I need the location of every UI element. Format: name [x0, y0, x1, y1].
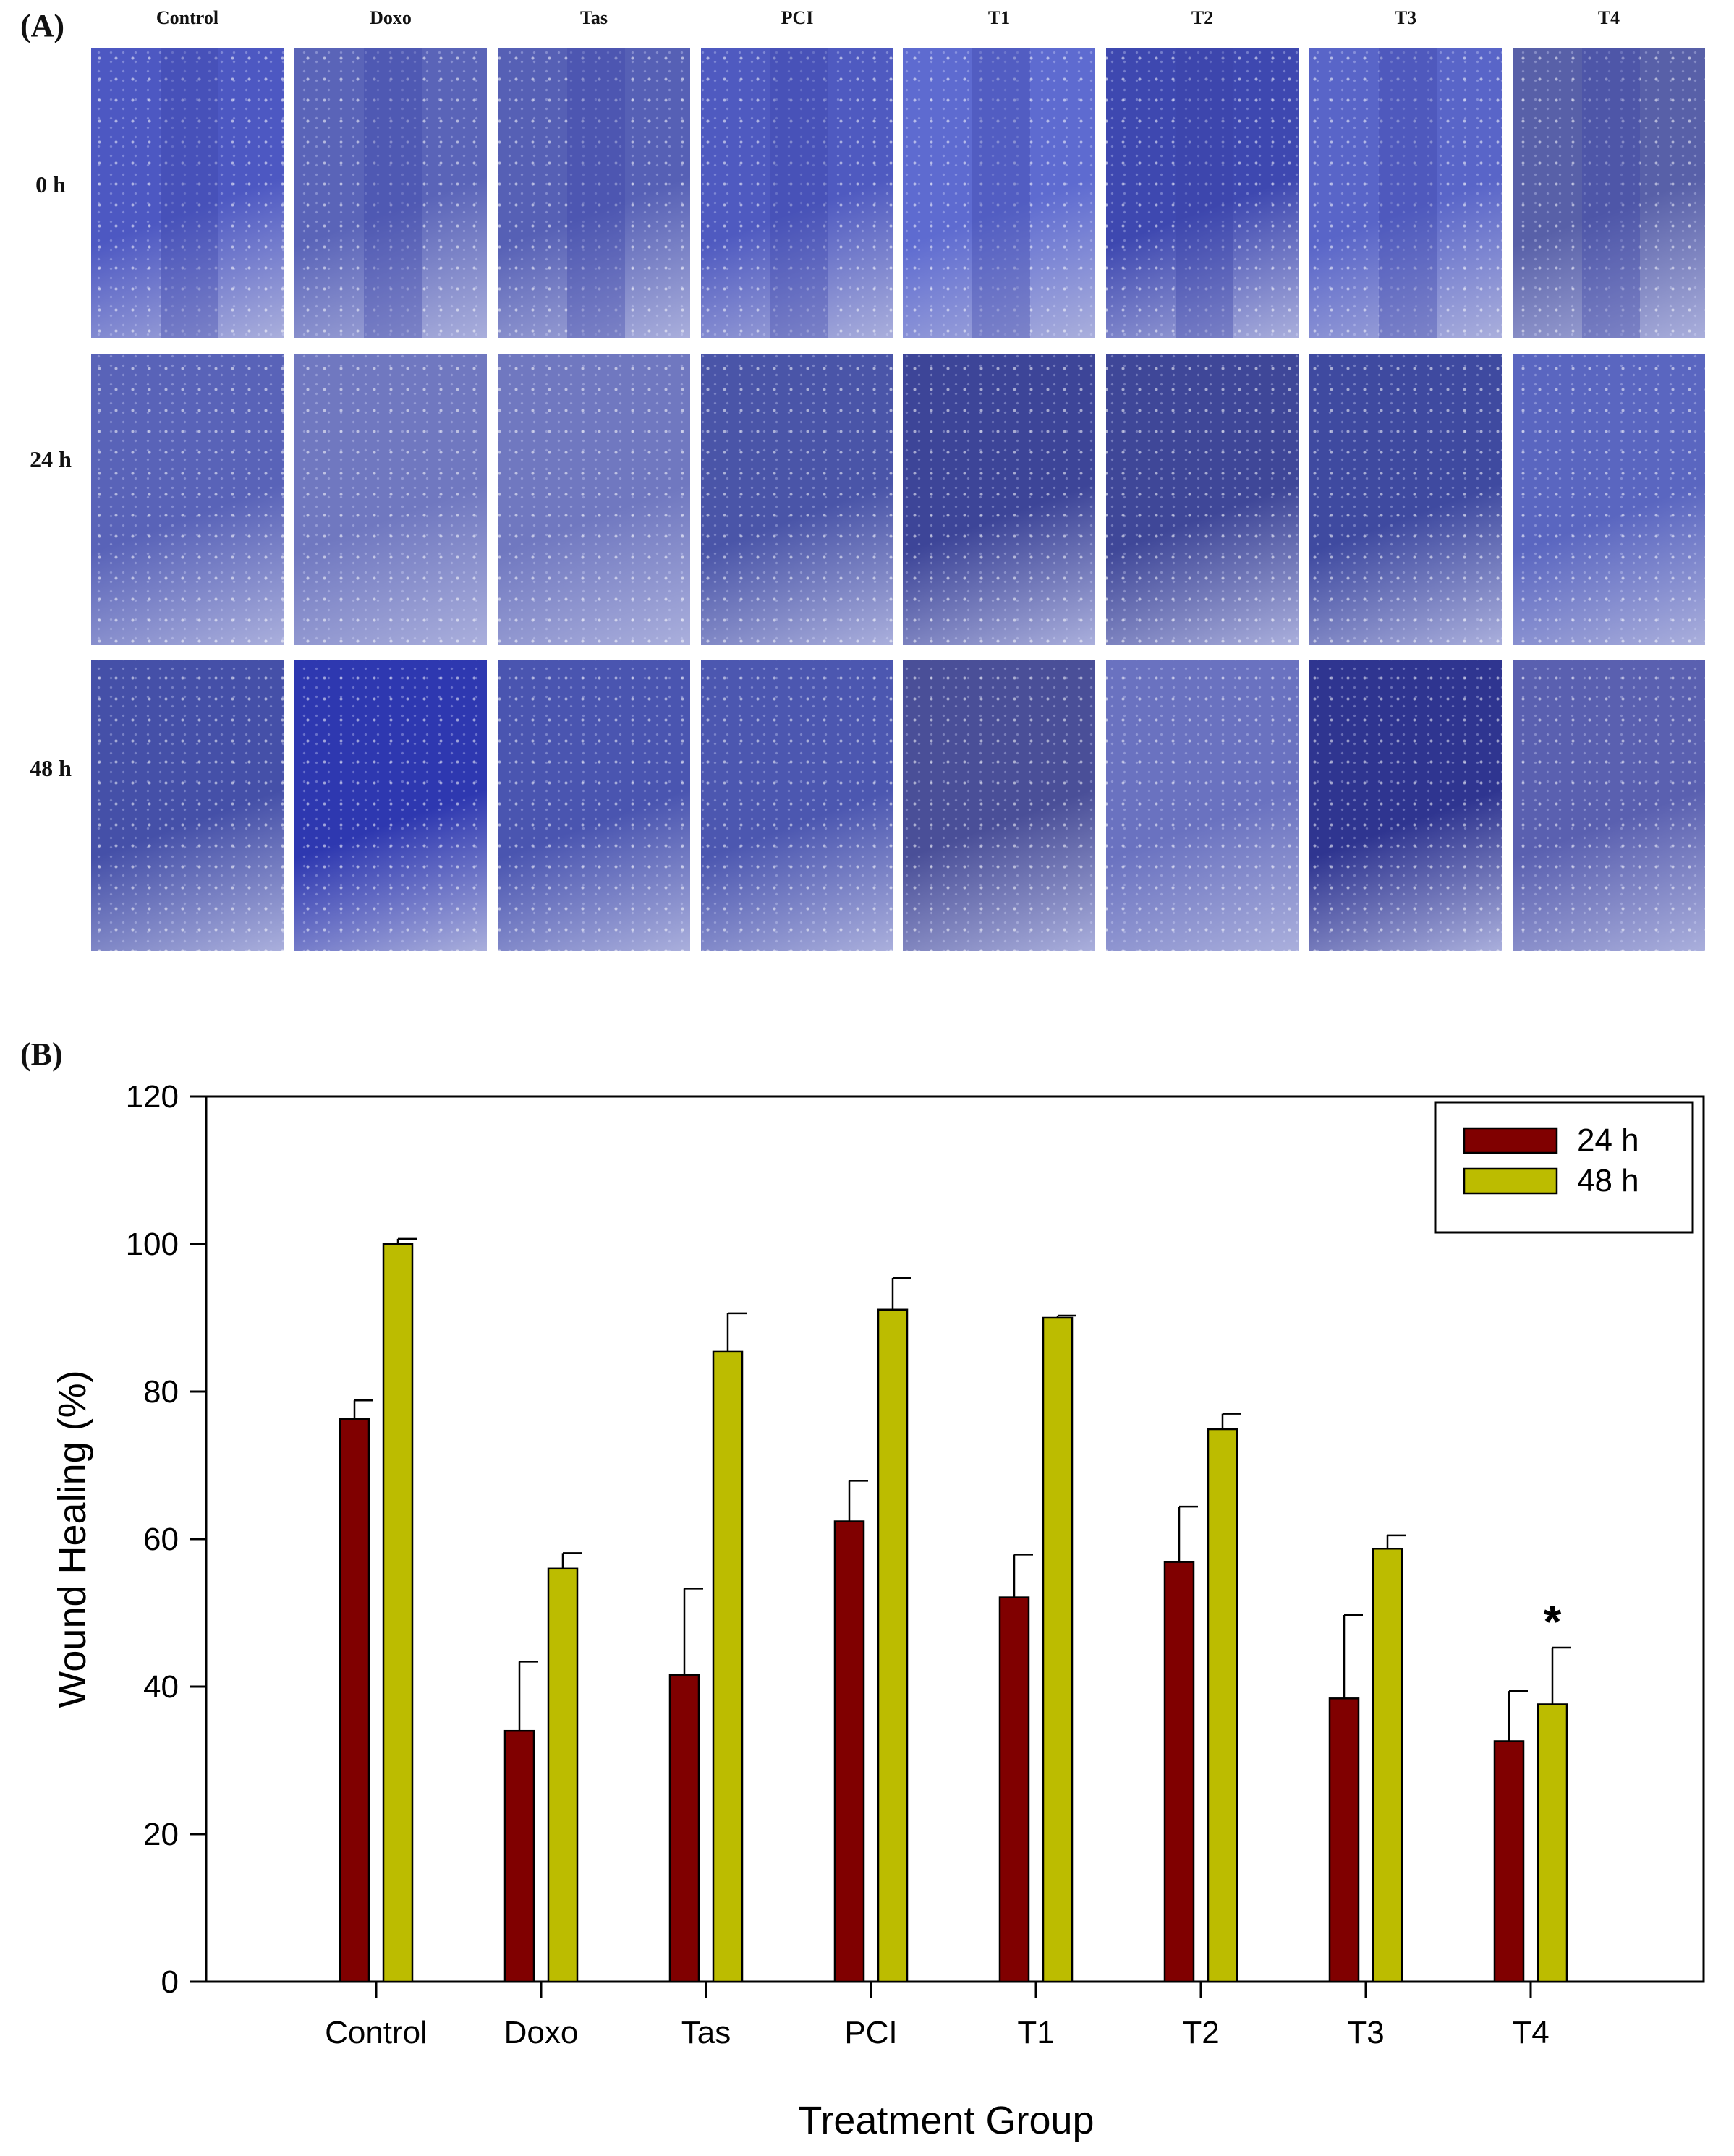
column-label-control: Control — [156, 7, 219, 28]
bar-doxo-48h — [547, 1567, 579, 1983]
x-tick-label-tas: Tas — [681, 2015, 731, 2050]
bar-t3-24h — [1328, 1697, 1360, 1983]
bar-doxo-24h — [503, 1729, 535, 1983]
micrograph-doxo-24h — [294, 354, 487, 645]
y-tick-label: 60 — [143, 1522, 179, 1557]
legend-label-24h: 24 h — [1577, 1122, 1639, 1158]
micrograph-pci-24h — [701, 354, 893, 645]
micrograph-t2-0h — [1106, 48, 1299, 338]
micrograph-t1-48h — [903, 660, 1095, 951]
bar-pci-24h — [833, 1520, 865, 1983]
y-tick-label: 80 — [143, 1374, 179, 1410]
micrograph-t1-24h — [903, 354, 1095, 645]
x-tick-label-doxo: Doxo — [504, 2015, 579, 2050]
micrograph-control-48h — [91, 660, 284, 951]
micrograph-doxo-48h — [294, 660, 487, 951]
bar-t1-48h — [1042, 1316, 1074, 1983]
bar-tas-48h — [712, 1350, 744, 1983]
legend-box — [1434, 1101, 1694, 1234]
bar-t4-24h — [1493, 1740, 1525, 1983]
column-label-tas: Tas — [579, 7, 608, 28]
micrograph-pci-0h — [701, 48, 893, 338]
row-label-0h: 0 h — [35, 171, 66, 197]
legend-label-48h: 48 h — [1577, 1163, 1639, 1198]
micrograph-t2-24h — [1106, 354, 1299, 645]
y-tick-label: 40 — [143, 1669, 179, 1705]
y-tick-label: 120 — [126, 1079, 179, 1115]
micrograph-control-24h — [91, 354, 284, 645]
y-tick-label: 0 — [161, 1964, 179, 2000]
x-tick-label-t2: T2 — [1182, 2015, 1219, 2050]
micrograph-t3-0h — [1309, 48, 1502, 338]
bar-t3-48h — [1372, 1548, 1403, 1983]
row-label-24h: 24 h — [30, 446, 72, 472]
column-label-t4: T4 — [1597, 7, 1620, 28]
bar-t1-24h — [998, 1596, 1030, 1983]
micrograph-t4-0h — [1513, 48, 1705, 338]
micrograph-t4-48h — [1513, 660, 1705, 951]
bar-control-24h — [339, 1418, 370, 1983]
column-label-doxo: Doxo — [370, 7, 412, 28]
x-tick-label-control: Control — [325, 2015, 428, 2050]
micrograph-doxo-0h — [294, 48, 487, 338]
micrograph-t4-24h — [1513, 354, 1705, 645]
bar-control-48h — [382, 1243, 414, 1983]
micrograph-control-0h — [91, 48, 284, 338]
column-label-t1: T1 — [987, 7, 1011, 28]
micrograph-pci-48h — [701, 660, 893, 951]
micrograph-t3-48h — [1309, 660, 1502, 951]
y-tick-label: 100 — [126, 1227, 179, 1262]
legend-swatch-48h — [1463, 1167, 1558, 1195]
bar-tas-24h — [668, 1674, 700, 1983]
column-label-t2: T2 — [1191, 7, 1214, 28]
panel-a-label: (A) — [20, 8, 65, 43]
x-tick-label-t4: T4 — [1512, 2015, 1549, 2050]
bar-t2-24h — [1163, 1561, 1195, 1983]
bar-t2-48h — [1207, 1428, 1238, 1983]
panel-b-label: (B) — [20, 1036, 63, 1072]
legend-swatch-24h — [1463, 1127, 1558, 1154]
y-axis-title: Wound Healing (%) — [51, 1370, 94, 1708]
micrograph-tas-48h — [498, 660, 690, 951]
micrograph-tas-0h — [498, 48, 690, 338]
row-label-48h: 48 h — [30, 755, 72, 781]
x-tick-label-t3: T3 — [1347, 2015, 1384, 2050]
micrograph-t2-48h — [1106, 660, 1299, 951]
y-tick-label: 20 — [143, 1817, 179, 1852]
significance-asterisk: * — [1544, 1595, 1562, 1648]
micrograph-tas-24h — [498, 354, 690, 645]
micrograph-t3-24h — [1309, 354, 1502, 645]
x-tick-label-t1: T1 — [1017, 2015, 1054, 2050]
column-label-pci: PCI — [781, 7, 814, 28]
x-tick-label-pci: PCI — [844, 2015, 897, 2050]
x-axis-title: Treatment Group — [798, 2099, 1094, 2142]
wound-healing-bar-chart: 0 20 40 60 80 100 120 Control Doxo Tas PCI T1 T2 T3 T4… — [51, 1079, 1705, 2142]
column-label-t3: T3 — [1394, 7, 1417, 28]
bar-pci-48h — [877, 1308, 909, 1983]
bar-t4-48h — [1537, 1703, 1568, 1983]
micrograph-t1-0h — [903, 48, 1095, 338]
